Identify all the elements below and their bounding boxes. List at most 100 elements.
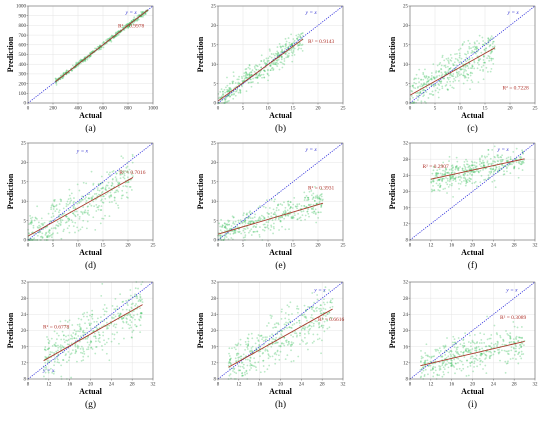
data-point <box>91 313 94 316</box>
data-point <box>107 327 109 330</box>
data-point <box>280 51 283 53</box>
data-point <box>312 206 315 209</box>
data-point <box>303 191 306 194</box>
data-point <box>490 342 493 345</box>
data-point <box>277 54 280 57</box>
y-tick-label: 20 <box>21 161 27 166</box>
data-point <box>466 64 468 67</box>
data-point <box>229 362 232 365</box>
data-point <box>423 89 426 92</box>
data-point <box>52 232 54 235</box>
data-point <box>234 229 237 232</box>
data-point <box>293 197 296 199</box>
plot-area <box>218 6 343 103</box>
data-point <box>451 169 454 172</box>
data-point <box>277 53 280 56</box>
data-point <box>71 349 74 352</box>
data-point <box>248 73 250 76</box>
y-tick-label: 0 <box>406 102 409 107</box>
data-point <box>254 76 257 79</box>
data-point <box>422 88 425 91</box>
reference-line-label: y = x <box>76 149 89 155</box>
data-point <box>132 18 135 21</box>
data-point <box>74 345 77 348</box>
data-point <box>465 158 467 161</box>
data-point <box>311 292 314 294</box>
data-point <box>431 93 434 96</box>
data-point <box>232 93 235 96</box>
data-point <box>447 185 450 188</box>
data-point <box>464 75 467 78</box>
data-point <box>96 195 99 198</box>
data-point <box>129 324 132 327</box>
data-point <box>457 169 460 172</box>
data-point <box>236 78 239 81</box>
data-point <box>288 41 291 44</box>
data-point <box>108 201 111 204</box>
data-point <box>236 88 239 91</box>
data-point <box>252 221 255 224</box>
data-point <box>95 210 98 212</box>
data-point <box>488 39 491 41</box>
data-point <box>47 338 50 341</box>
data-point <box>112 170 115 172</box>
data-point <box>480 338 483 341</box>
data-point <box>98 189 101 192</box>
data-point <box>260 54 263 57</box>
data-point <box>287 56 289 58</box>
data-point <box>482 54 485 57</box>
data-point <box>513 347 515 350</box>
data-point <box>118 170 120 172</box>
data-point <box>492 63 495 65</box>
data-point <box>509 332 512 335</box>
data-point <box>125 191 128 194</box>
data-point <box>243 231 246 234</box>
data-point <box>68 202 71 205</box>
data-point <box>318 337 321 340</box>
data-point <box>274 358 277 361</box>
data-point <box>316 338 319 341</box>
data-point <box>72 202 75 204</box>
data-point <box>453 64 455 67</box>
data-point <box>65 215 67 218</box>
data-point <box>251 345 254 348</box>
data-point <box>226 90 229 93</box>
data-point <box>280 58 283 61</box>
data-point <box>432 85 435 88</box>
data-point <box>63 338 65 341</box>
y-tick-label: 32 <box>403 142 409 147</box>
data-point <box>499 334 502 337</box>
data-point <box>56 220 59 223</box>
data-point <box>438 63 441 66</box>
data-point <box>253 357 256 360</box>
data-point <box>247 340 250 343</box>
data-point <box>430 93 433 95</box>
reference-line-label: y = x <box>305 147 318 153</box>
y-tick-label: 12 <box>403 362 409 367</box>
panel-a: 0 200 400 600 800 100001002003004005006007008… <box>6 5 159 134</box>
data-point <box>302 210 305 213</box>
data-point <box>132 23 135 25</box>
data-point <box>454 362 457 365</box>
data-point <box>231 215 234 218</box>
data-point <box>276 55 279 58</box>
data-point <box>487 39 490 42</box>
data-point <box>483 352 485 355</box>
panel-label: (g) <box>85 399 96 410</box>
data-point <box>263 59 266 61</box>
data-point <box>452 195 454 198</box>
data-point <box>265 221 268 224</box>
data-point <box>127 25 130 28</box>
data-point <box>493 343 495 346</box>
data-point <box>84 211 87 214</box>
data-point <box>31 231 34 234</box>
data-point <box>71 69 74 72</box>
data-point <box>460 180 463 183</box>
data-point <box>296 37 299 40</box>
data-point <box>315 221 318 224</box>
data-point <box>64 221 67 224</box>
data-point <box>310 207 313 210</box>
data-point <box>137 14 140 17</box>
data-point <box>316 333 319 336</box>
data-point <box>65 215 68 218</box>
